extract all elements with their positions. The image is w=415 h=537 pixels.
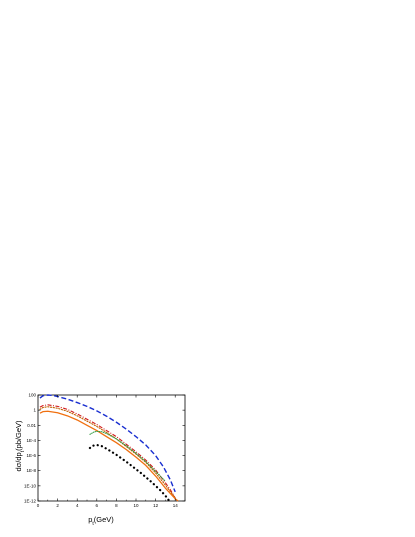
series-line-1	[39, 394, 176, 493]
y-tick-label: 1	[33, 408, 36, 413]
series-layer	[39, 394, 179, 503]
x-axis-label-rest: (GeV)	[94, 515, 115, 524]
y-tick-label: 1E-12	[24, 499, 37, 504]
series-line-6	[88, 443, 171, 503]
plot-frame	[37, 394, 186, 502]
y-tick-label: 1E-8	[26, 468, 36, 473]
y-tick-label: 1E-6	[26, 453, 36, 458]
series-line-5	[89, 430, 166, 482]
x-tick-label: 2	[56, 503, 59, 508]
y-tick-label: 1E-10	[24, 483, 37, 488]
y-axis-label-rest: (pb/GeV)	[14, 420, 23, 451]
x-tick-label: 8	[115, 503, 118, 508]
x-tick-label: 14	[173, 503, 179, 508]
y-axis-label: dσ/dpt(pb/GeV)	[14, 420, 26, 472]
x-axis-label: pt(GeV)	[88, 515, 114, 527]
tick-layer: 0 2 4 6 8 10 12 14 100 1 0.01 1E-4 1E-6 1E-8 1E-10 1E-1…	[24, 393, 186, 508]
x-tick-label: 12	[153, 503, 159, 508]
series-line-3	[39, 406, 176, 499]
series-line-4	[39, 410, 179, 502]
x-tick-label: 10	[133, 503, 139, 508]
plot-area	[37, 394, 186, 502]
x-axis-label-main: p	[88, 515, 92, 524]
x-tick-label: 4	[76, 503, 79, 508]
y-tick-label: 100	[28, 393, 36, 398]
y-axis-label-main: dσ/dp	[14, 452, 23, 471]
x-tick-label: 0	[37, 503, 40, 508]
y-tick-label: 1E-4	[26, 438, 36, 443]
x-axis-label-sub: t	[92, 521, 94, 527]
y-tick-label: 0.01	[27, 423, 36, 428]
x-tick-label: 6	[96, 503, 99, 508]
series-line-2	[39, 404, 176, 499]
y-axis-label-sub: t	[20, 450, 26, 452]
